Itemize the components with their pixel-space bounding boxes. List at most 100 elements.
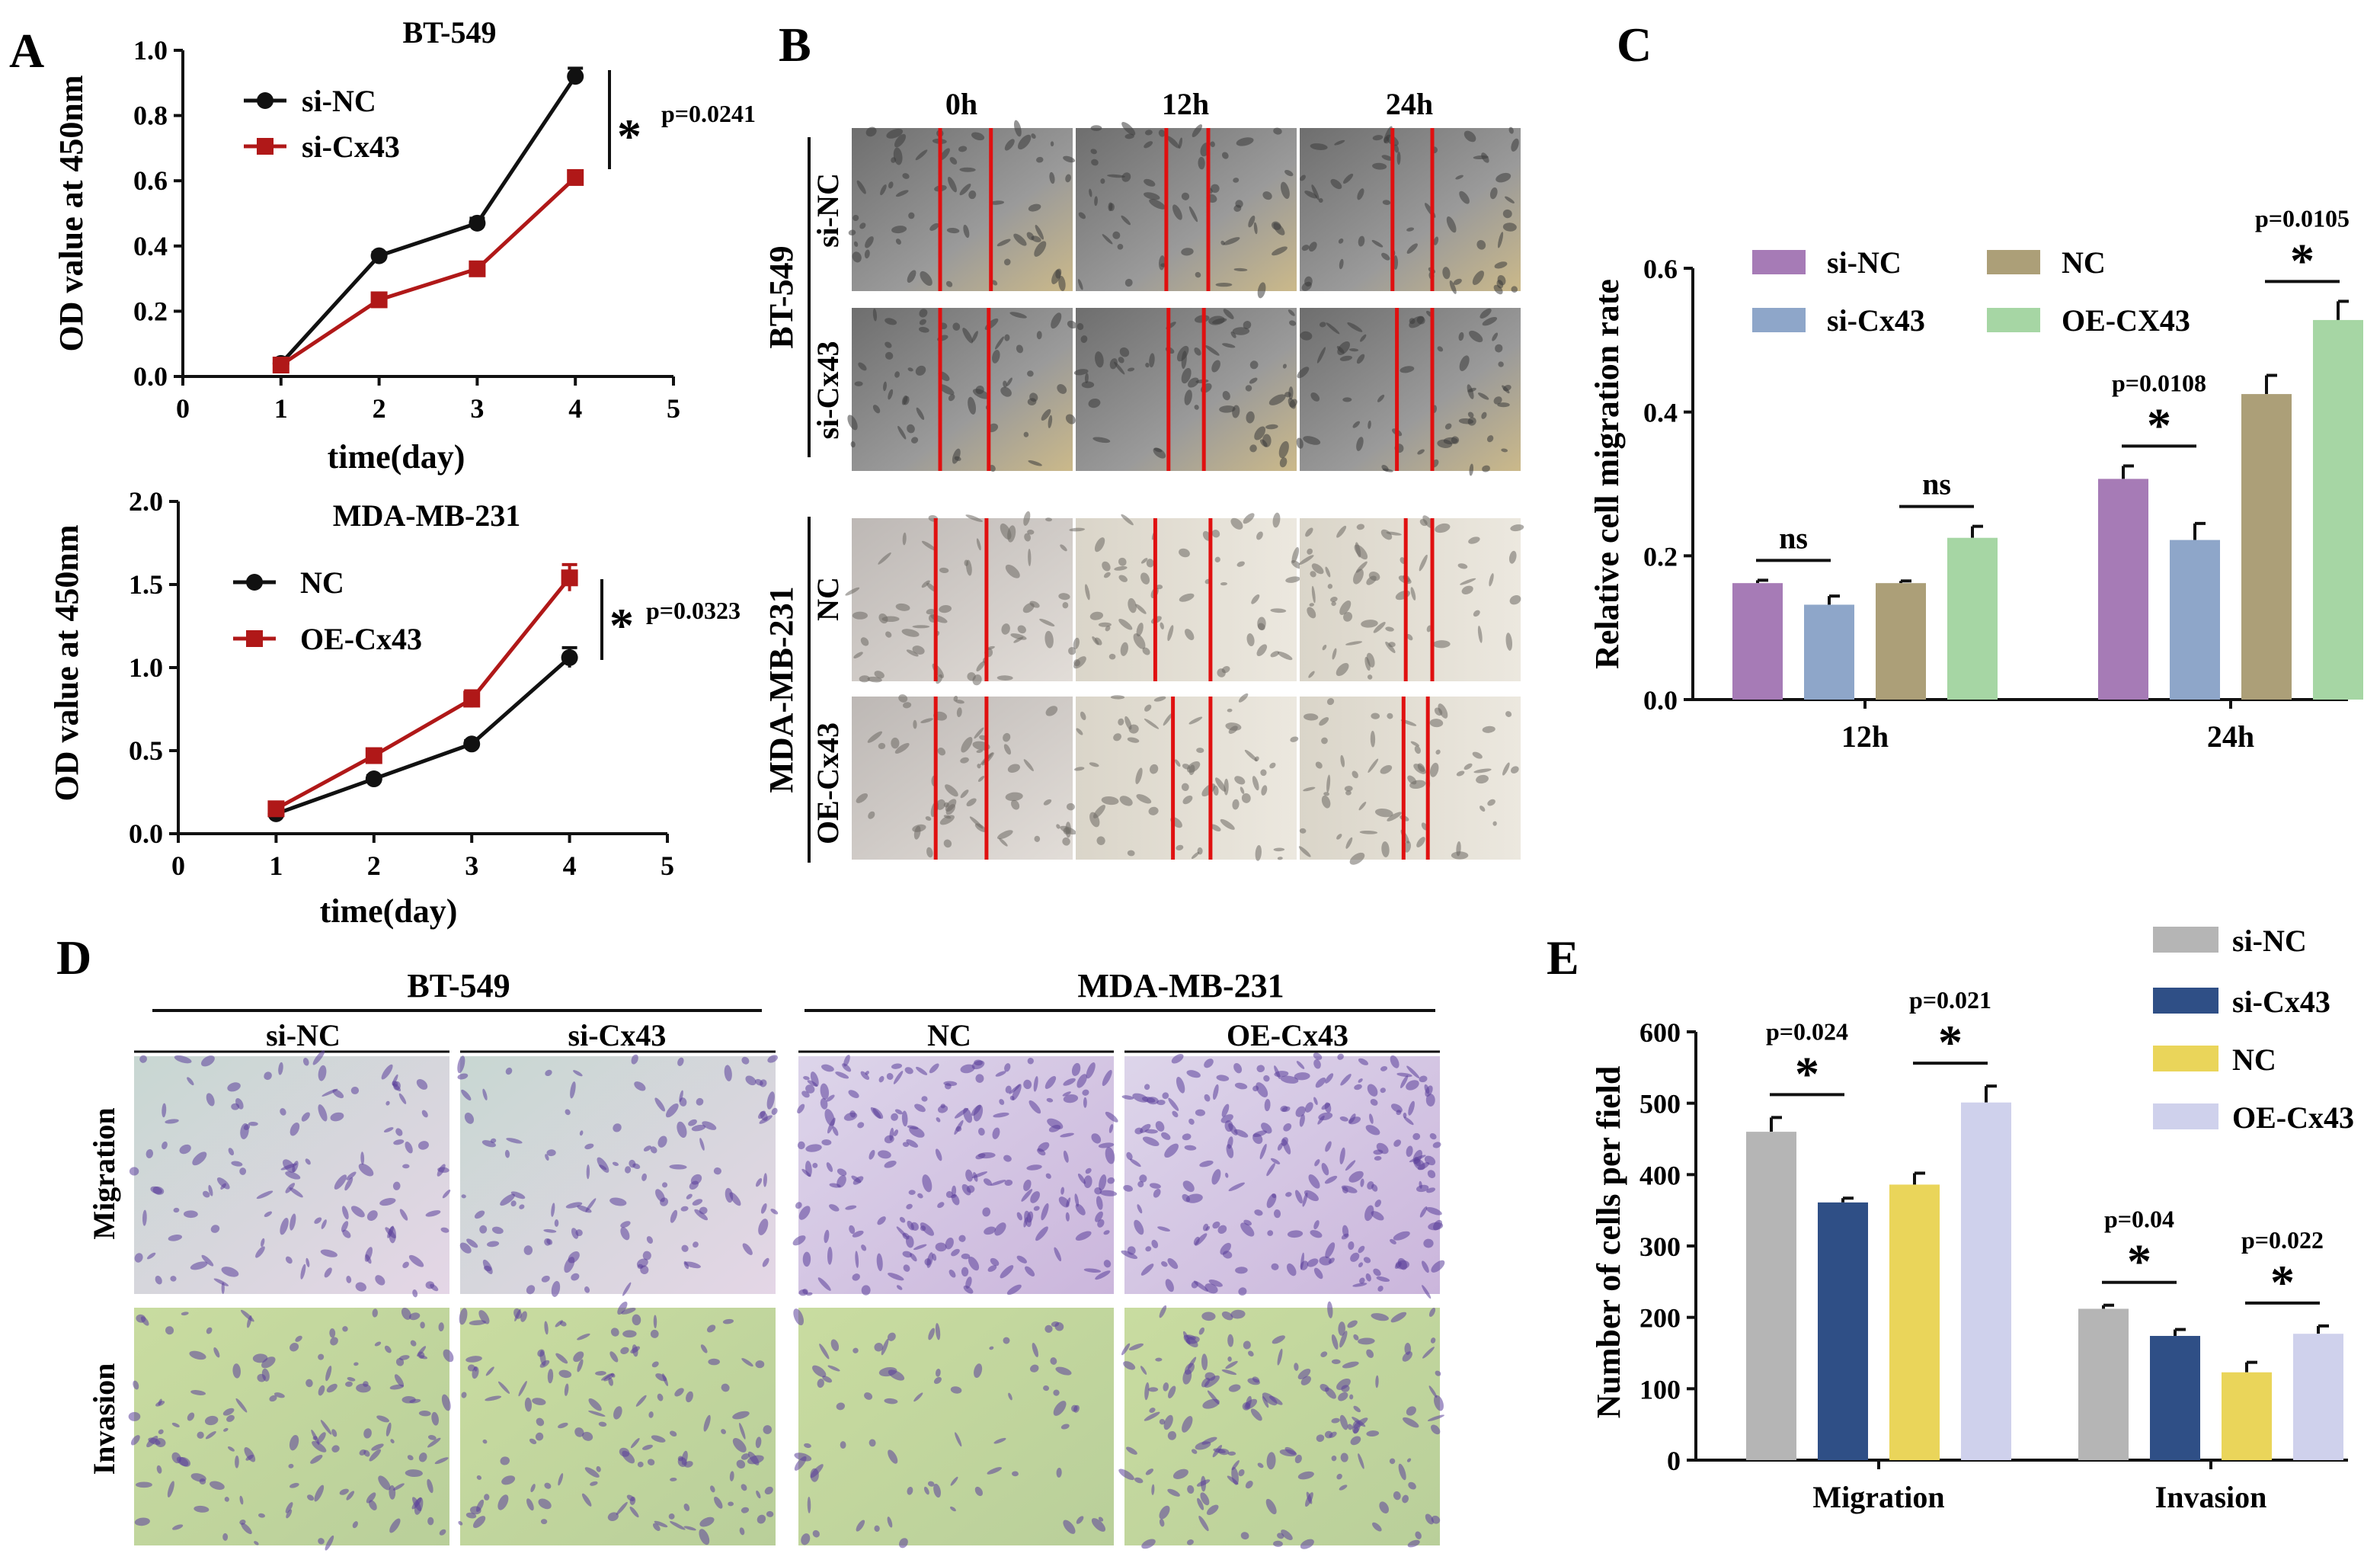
micrograph-d-r0-c0-cell — [342, 1229, 351, 1238]
micrograph-d-r1-c0-cell — [331, 1445, 340, 1453]
micrograph-b-r0-c2-cell — [1396, 152, 1401, 165]
micrograph-b-r0-c1-cell — [1235, 200, 1243, 208]
micrograph-d-r0-c3-cell — [1370, 1098, 1378, 1106]
micrograph-b-r1-c2-cell — [1469, 330, 1483, 343]
micrograph-d-r0-c3-cell — [1280, 1105, 1288, 1112]
micrograph-b-r3-c1-cell — [1080, 711, 1086, 720]
micrograph-b-r3-c2-cell — [1344, 786, 1353, 792]
micrograph-b-r1-c2-cell — [1377, 394, 1385, 402]
micrograph-d-r0-c3-cell — [1400, 1075, 1409, 1088]
micrograph-d-r0-c0-cell — [408, 1254, 424, 1267]
micrograph-d-r0-c3-cell — [1308, 1174, 1320, 1189]
micrograph-b-r1-c0-cell — [907, 424, 915, 434]
chart-a1-y-tick-label: 0.6 — [133, 165, 168, 196]
micrograph-b-r1-c0-cell — [962, 328, 973, 344]
micrograph-b-r3-c0-cell — [898, 694, 908, 703]
micrograph-d-r0-c1-cell — [510, 1191, 526, 1199]
micrograph-b-r1-c1-cell — [1118, 357, 1124, 364]
chart-a1-x-tick-label: 3 — [470, 393, 484, 424]
micrograph-d-r1-c1-cell — [703, 1414, 711, 1432]
micrograph-b-r0-c0-cell — [908, 212, 915, 219]
micrograph-d-r0-c3-cell — [1342, 1225, 1349, 1238]
micrograph-d-r1-c0-cell — [339, 1488, 349, 1495]
micrograph-b-r0-c2-cell — [1505, 196, 1515, 203]
chart-a2-plot — [267, 562, 578, 822]
micrograph-d-r0-c2-cell — [845, 1205, 857, 1210]
micrograph-d-r1-c3-cell — [1402, 1494, 1409, 1504]
legend-label-e-nc: NC — [2232, 1043, 2276, 1077]
micrograph-d-r1-c0-cell — [247, 1315, 252, 1328]
micrograph-b-r3-c1-cell — [1188, 716, 1203, 725]
micrograph-d-r0-c3-cell — [1252, 1085, 1259, 1092]
micrograph-d-r1-c3-cell — [1277, 1348, 1283, 1366]
legend-label-e-si-nc: si-NC — [2232, 924, 2307, 958]
micrograph-b-r0-c0-cell — [895, 239, 901, 245]
micrograph-b-r3-c0-cell — [966, 798, 977, 807]
micrograph-d-r0-c3-cell — [1394, 1261, 1402, 1269]
micrograph-d-r1-c3-cell — [1155, 1357, 1163, 1362]
micrograph-b-r3-c2-cell — [1409, 780, 1426, 790]
micrograph-d-r0-c2-cell — [1004, 1063, 1011, 1072]
micrograph-d-r0-c1-cell — [683, 1260, 689, 1270]
micrograph-b-r1-c2-cell — [1368, 420, 1371, 429]
micrograph-b-r3-c1-cell — [1127, 850, 1135, 857]
micrograph-b-r2-c2-cell — [1385, 626, 1394, 632]
micrograph-d-r0-c3-cell — [1263, 1075, 1270, 1082]
micrograph-d-r1-c1-cell — [684, 1461, 693, 1468]
micrograph-d-r0-c1-cell — [770, 1209, 779, 1215]
micrograph-b-r0-c2-cell — [1334, 139, 1345, 146]
micrograph-d-r0-c2-cell — [958, 1235, 966, 1242]
micrograph-d-r0-c2-cell — [1083, 1268, 1102, 1273]
micrograph-d-r0-c3-cell — [1376, 1276, 1390, 1282]
micrograph-b-r1-c2-cell — [1492, 332, 1499, 341]
micrograph-b-r3-c0-cell — [1011, 799, 1020, 810]
micrograph-b-r3-c1-cell — [1186, 761, 1201, 773]
micrograph-d-r0-c1-cell — [636, 1258, 648, 1268]
micrograph-d-r0-c3-cell — [1416, 1184, 1429, 1193]
micrograph-d-r0-c0-cell — [142, 1209, 147, 1226]
micrograph-d-r1-c1-cell — [596, 1465, 601, 1472]
micrograph-d-r1-c1-cell — [540, 1519, 548, 1525]
micrograph-d-r0-c2-cell — [999, 1099, 1005, 1105]
micrograph-d-r0-c1-cell — [696, 1097, 704, 1106]
micrograph-d-r0-c3-cell — [1139, 1174, 1147, 1183]
micrograph-d-r0-c0-cell — [314, 1217, 322, 1224]
micrograph-d-r1-c3-cell — [1320, 1384, 1329, 1392]
micrograph-b-r0-c0-cell — [1031, 235, 1041, 242]
micrograph-d-r0-c2-cell — [884, 1160, 897, 1168]
micrograph-b-r1-c0-cell — [968, 396, 977, 415]
micrograph-b-r2-c1-cell — [1102, 561, 1111, 572]
chart-a2-point — [365, 747, 382, 764]
micrograph-b-r3-c2-cell — [1358, 802, 1367, 811]
micrograph-d-r0-c1-cell — [482, 1088, 488, 1100]
micrograph-d-r1-c0-cell — [235, 1455, 239, 1469]
micrograph-d-r0-c2-cell — [798, 1206, 811, 1220]
micrograph-b-r1-c2-cell — [1493, 396, 1502, 405]
micrograph-d-r0-c3-cell — [1256, 1082, 1268, 1097]
micrograph-d-r0-c2-cell — [977, 1127, 985, 1136]
micrograph-d-r1-c3-cell — [1316, 1434, 1325, 1443]
micrograph-d-r1-c0-cell — [389, 1485, 396, 1500]
micrograph-d-r1-c0-cell — [410, 1340, 417, 1347]
micrograph-b-r1-c0-cell — [952, 448, 961, 464]
micrograph-d-r1-c3-cell — [1238, 1469, 1245, 1477]
micrograph-b-r0-c1-cell — [1166, 136, 1180, 149]
micrograph-d-r1-c3-cell — [1227, 1451, 1236, 1456]
micrograph-d-r1-c3-cell — [1231, 1467, 1239, 1485]
micrograph-d-r0-c0-cell — [256, 1190, 274, 1199]
micrograph-b-r2-c2-cell — [1331, 601, 1336, 607]
micrograph-b-r0-c2-cell — [1339, 258, 1344, 270]
micrograph-d-r0-c0-cell — [379, 1198, 396, 1206]
micrograph-b-r2-c2-cell — [1307, 548, 1313, 555]
micrograph-d-r0-c3-cell — [1225, 1172, 1229, 1178]
micrograph-d-r0-c2-cell — [1096, 1196, 1103, 1210]
micrograph-d-r0-c0-cell — [442, 1190, 451, 1199]
micrograph-d-r1-c0-cell — [197, 1431, 204, 1439]
micrograph-b-r2-c2-cell — [1368, 572, 1380, 581]
micrograph-d-r1-c3-cell — [1187, 1485, 1195, 1494]
legend-label-e-oe-cx43: OE-Cx43 — [2232, 1100, 2354, 1135]
micrograph-d-r0-c1-cell — [506, 1138, 523, 1144]
micrograph-b-r2-c1-cell — [1220, 582, 1227, 586]
micrograph-b-r1-c1-cell — [1073, 369, 1089, 376]
chart-a1-y-tick-label: 0.0 — [133, 361, 168, 392]
